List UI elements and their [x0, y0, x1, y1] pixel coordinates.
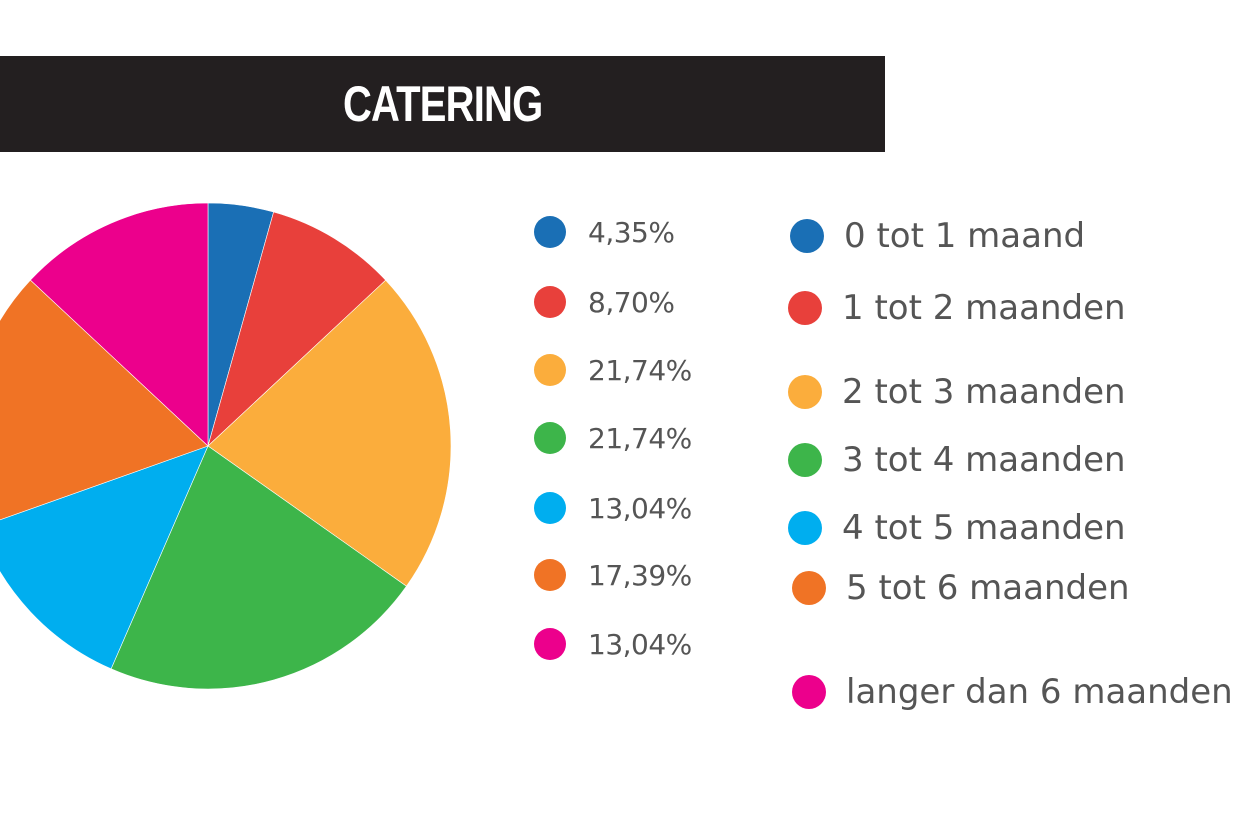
- pct-legend-item: 4,35%: [534, 212, 675, 252]
- pct-legend-item: 13,04%: [534, 624, 692, 664]
- chart-title: CATERING: [342, 76, 543, 132]
- pct-label: 21,74%: [588, 353, 692, 387]
- category-legend-item: langer dan 6 maanden: [792, 670, 1233, 714]
- pct-legend-item: 21,74%: [534, 350, 692, 390]
- legend-dot: [534, 216, 566, 248]
- legend-dot: [534, 422, 566, 454]
- pie-slice-2: [207, 211, 387, 447]
- category-label: 4 tot 5 maanden: [842, 508, 1126, 548]
- category-legend-item: 1 tot 2 maanden: [788, 286, 1126, 330]
- legend-dot: [534, 286, 566, 318]
- legend-dot: [534, 354, 566, 386]
- pct-legend-item: 17,39%: [534, 555, 692, 595]
- legend-dot: [534, 628, 566, 660]
- category-label: 0 tot 1 maand: [844, 216, 1086, 256]
- pct-label: 17,39%: [588, 558, 692, 592]
- category-label: 2 tot 3 maanden: [842, 372, 1126, 412]
- legend-dot: [534, 559, 566, 591]
- category-label: 5 tot 6 maanden: [846, 568, 1130, 608]
- category-legend-item: 5 tot 6 maanden: [792, 566, 1130, 610]
- legend-dot: [788, 375, 822, 409]
- pie-slice-7: [30, 202, 209, 447]
- pie-slice-6: [0, 279, 209, 521]
- category-legend-item: 4 tot 5 maanden: [788, 506, 1126, 550]
- category-label: 1 tot 2 maanden: [842, 288, 1126, 328]
- category-legend-item: 0 tot 1 maand: [790, 214, 1085, 258]
- pie-slice-4: [110, 445, 407, 690]
- pie-slice-3: [207, 279, 452, 587]
- legend-dot: [790, 219, 824, 253]
- pct-label: 4,35%: [588, 215, 675, 249]
- category-legend-item: 2 tot 3 maanden: [788, 370, 1126, 414]
- category-label: langer dan 6 maanden: [846, 672, 1233, 712]
- legend-dot: [792, 571, 826, 605]
- category-legend-item: 3 tot 4 maanden: [788, 438, 1126, 482]
- legend-dot: [788, 291, 822, 325]
- pct-legend-item: 21,74%: [534, 418, 692, 458]
- pct-label: 13,04%: [588, 627, 692, 661]
- legend-dot: [788, 443, 822, 477]
- legend-dot: [792, 675, 826, 709]
- pct-label: 13,04%: [588, 491, 692, 525]
- pct-label: 8,70%: [588, 285, 675, 319]
- pct-label: 21,74%: [588, 421, 692, 455]
- legend-dot: [788, 511, 822, 545]
- chart-title-bar: CATERING: [0, 56, 885, 152]
- pct-legend-item: 8,70%: [534, 282, 675, 322]
- legend-dot: [534, 492, 566, 524]
- category-label: 3 tot 4 maanden: [842, 440, 1126, 480]
- pie-slice-5: [0, 445, 209, 670]
- pct-legend-item: 13,04%: [534, 488, 692, 528]
